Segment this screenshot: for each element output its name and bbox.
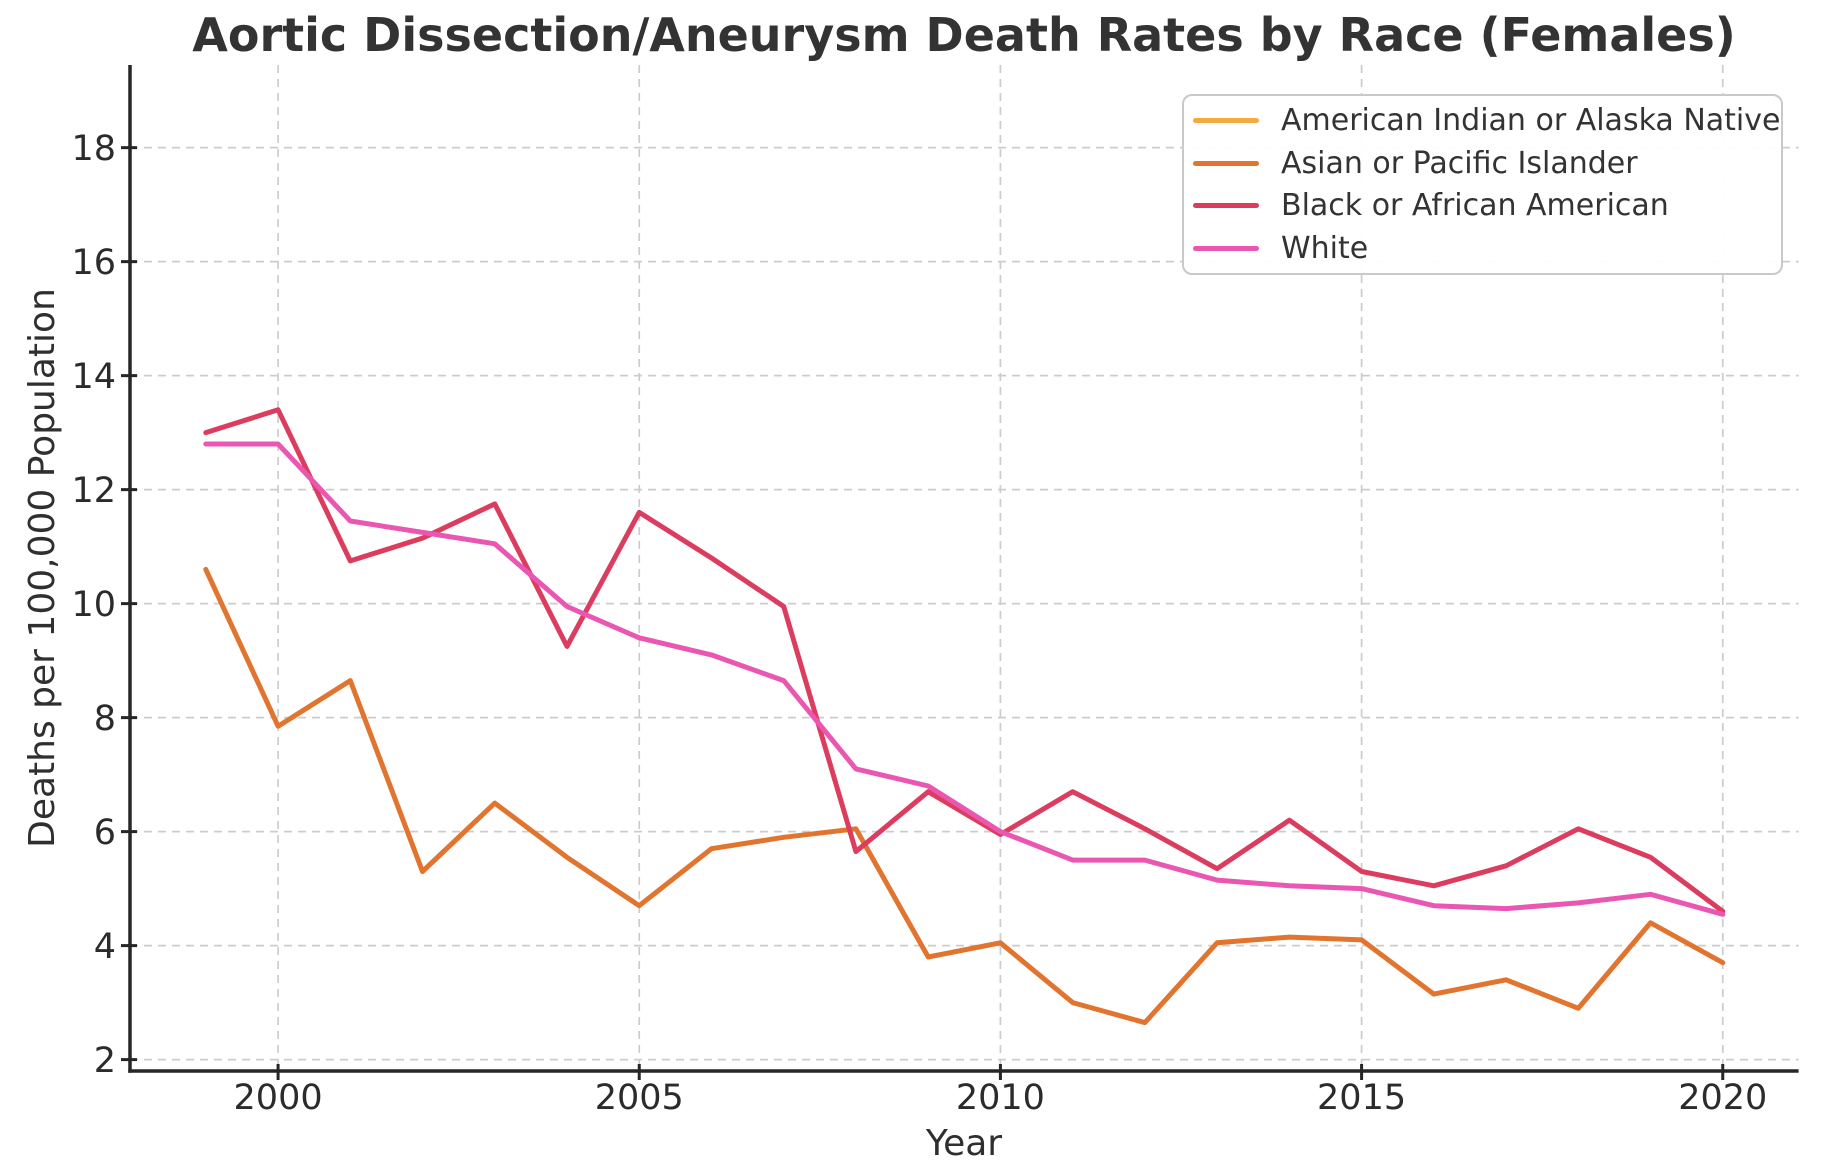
legend-item-american-indian-or-alaska-native: American Indian or Alaska Native	[1184, 101, 1781, 141]
legend-swatch-american-indian-or-alaska-native	[1193, 118, 1259, 124]
y-tick-label-8: 8	[94, 699, 116, 739]
y-tick-label-4: 4	[94, 927, 116, 967]
x-tick-label-2020: 2020	[1678, 1078, 1767, 1118]
chart-title: Aortic Dissection/Aneurysm Death Rates b…	[192, 8, 1736, 62]
y-tick-label-14: 14	[71, 357, 116, 397]
legend: American Indian or Alaska Native Asian or…	[1182, 94, 1783, 275]
y-tick-label-16: 16	[71, 243, 116, 283]
legend-label-asian-or-pacific-islander: Asian or Pacific Islander	[1281, 145, 1638, 181]
x-tick-label-2015: 2015	[1317, 1078, 1406, 1118]
x-tick-label-2005: 2005	[595, 1078, 684, 1118]
legend-label-black-or-african-american: Black or African American	[1281, 188, 1669, 224]
series-line-black-or-african-american	[203, 407, 1726, 914]
series-line-asian-or-pacific-islander	[203, 566, 1726, 1026]
y-tick-label-10: 10	[71, 585, 116, 625]
legend-item-asian-or-pacific-islander: Asian or Pacific Islander	[1184, 143, 1781, 183]
series-line-white	[203, 441, 1726, 917]
series-layer	[203, 407, 1726, 1026]
y-tick-label-6: 6	[94, 813, 116, 853]
x-tick-label-2010: 2010	[956, 1078, 1045, 1118]
legend-swatch-black-or-african-american	[1193, 203, 1259, 209]
legend-item-white: White	[1184, 228, 1781, 268]
y-tick-label-18: 18	[71, 129, 116, 169]
legend-swatch-white	[1193, 245, 1259, 251]
axes-layer: 2000 2005 2010 2015 2020 2 4 6 8 10 12 14 16 18	[71, 65, 1799, 1118]
legend-swatch-asian-or-pacific-islander	[1193, 160, 1259, 166]
x-tick-label-2000: 2000	[234, 1078, 323, 1118]
legend-item-black-or-african-american: Black or African American	[1184, 186, 1781, 226]
y-tick-label-2: 2	[94, 1041, 116, 1081]
y-tick-label-12: 12	[71, 471, 116, 511]
legend-label-white: White	[1281, 230, 1369, 266]
y-axis-label: Deaths per 100,000 Population	[22, 288, 63, 848]
legend-label-american-indian-or-alaska-native: American Indian or Alaska Native	[1281, 103, 1781, 139]
x-axis-label: Year	[925, 1123, 1002, 1164]
